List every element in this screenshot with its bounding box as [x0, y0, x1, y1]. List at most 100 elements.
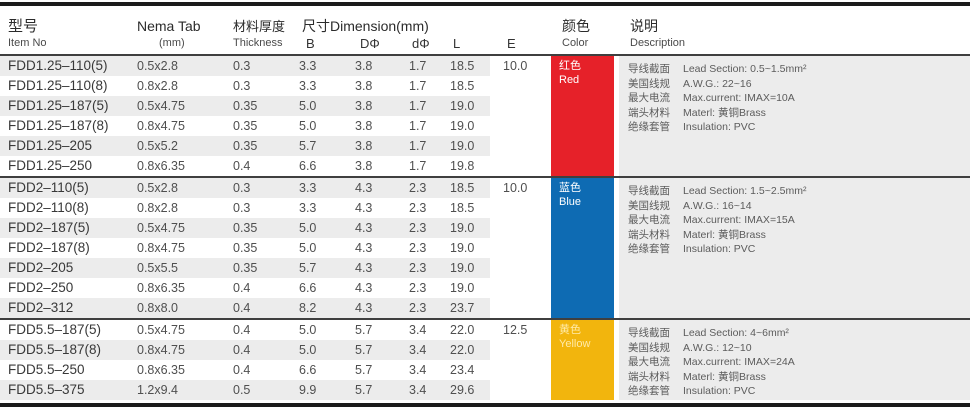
- description-text-en: A.W.G.: 12~10: [683, 341, 752, 354]
- description-label-zh: 美国线规: [628, 199, 670, 212]
- color-label-en: Blue: [559, 195, 582, 208]
- cell-dim-d-large: 3.8: [355, 119, 373, 133]
- table-row: FDD2–110(5) 0.5x2.8 0.3 3.3 4.3 2.3 18.5…: [0, 178, 540, 198]
- description-label-zh: 最大电流: [628, 92, 670, 105]
- table-row: FDD2–110(8) 0.8x2.8 0.3 3.3 4.3 2.3 18.5: [0, 198, 540, 218]
- cell-dim-d-small: 1.7: [409, 79, 427, 93]
- cell-thickness: 0.5: [226, 380, 292, 400]
- col-header-color-en: Color: [562, 37, 589, 49]
- cell-dim-b: 5.0: [299, 323, 317, 337]
- cell-dim-e: [490, 298, 540, 318]
- cell-item-no: FDD2–312: [0, 298, 130, 318]
- cell-item-no: FDD1.25–187(8): [8, 118, 109, 133]
- description-line: 美国线规 A.W.G.: 22~16: [628, 77, 970, 92]
- cell-dim-d-large: 3.8: [355, 159, 373, 173]
- col-header-dim-l: L: [453, 36, 461, 51]
- description-line: 导线截面 Lead Section: 1.5~2.5mm²: [628, 184, 970, 199]
- table-row: FDD2–205 0.5x5.5 0.35 5.7 4.3 2.3 19.0: [0, 258, 540, 278]
- cell-item-no: FDD5.5–187(8): [0, 340, 130, 360]
- cell-dim-d-large: 4.3: [348, 218, 402, 238]
- description-line: 导线截面 Lead Section: 4~6mm²: [628, 326, 970, 341]
- description-label-zh: 美国线规: [628, 77, 670, 90]
- cell-thickness: 0.3: [226, 178, 292, 198]
- spec-group: FDD1.25–110(5) 0.5x2.8 0.3 3.3 3.8 1.7 1…: [0, 56, 970, 176]
- cell-dim-l: 19.0: [442, 96, 490, 116]
- cell-dim-l: 18.5: [450, 201, 475, 215]
- description-label-zh: 绝缘套管: [628, 243, 670, 256]
- cell-nema-tab: 0.5x5.5: [130, 258, 226, 278]
- col-header-nema-tab-unit: (mm): [159, 37, 185, 49]
- description-text-en: Insulation: PVC: [683, 385, 756, 398]
- col-header-dim-d-small: dΦ: [412, 36, 430, 51]
- description-text-en: A.W.G.: 16~14: [683, 199, 752, 212]
- description-text-en: Max.current: IMAX=10A: [683, 92, 795, 105]
- cell-dim-e: [490, 360, 540, 380]
- color-swatch: 红色 Red: [551, 56, 614, 176]
- cell-dim-d-large: 5.7: [355, 323, 373, 337]
- col-header-item-no-zh: 型号: [8, 18, 39, 35]
- cell-nema-tab: 0.8x4.75: [137, 119, 185, 133]
- table-row: FDD5.5–250 0.8x6.35 0.4 6.6 5.7 3.4 23.4: [0, 360, 540, 380]
- color-label-zh: 蓝色: [559, 182, 581, 194]
- col-header-thickness: 材料厚度 Thickness: [226, 6, 292, 54]
- col-header-description-en: Description: [630, 37, 686, 49]
- cell-item-no: FDD5.5–187(5): [8, 322, 102, 337]
- cell-dim-d-small: 1.7: [409, 119, 427, 133]
- description-line: 绝缘套管 Insulation: PVC: [628, 120, 970, 135]
- col-header-nema-tab: Nema Tab (mm): [130, 6, 226, 54]
- color-label-en: Red: [559, 73, 580, 86]
- table-body: FDD1.25–110(5) 0.5x2.8 0.3 3.3 3.8 1.7 1…: [0, 56, 970, 400]
- cell-dim-l: 22.0: [442, 340, 490, 360]
- description-line: 美国线规 A.W.G.: 12~10: [628, 341, 970, 356]
- description-label-zh: 最大电流: [628, 356, 670, 369]
- cell-dim-d-small: 1.7: [402, 56, 442, 76]
- col-header-nema-tab-label: Nema Tab: [137, 18, 201, 34]
- col-header-dim-b: B: [306, 36, 315, 51]
- description-label-zh: 端头材料: [628, 370, 670, 383]
- cell-item-no: FDD5.5–375: [0, 380, 130, 400]
- cell-thickness: 0.3: [233, 79, 251, 93]
- col-header-description: 说明 Description: [625, 6, 970, 54]
- cell-dim-l: 23.7: [442, 298, 490, 318]
- table-row: FDD2–187(8) 0.8x4.75 0.35 5.0 4.3 2.3 19…: [0, 238, 540, 258]
- description-text-en: Lead Section: 1.5~2.5mm²: [683, 185, 807, 197]
- description-line: 最大电流 Max.current: IMAX=24A: [628, 355, 970, 370]
- color-swatch: 蓝色 Blue: [551, 178, 614, 318]
- cell-dim-b: 6.6: [299, 363, 317, 377]
- description-line: 端头材料 Materl: 黄铜Brass: [628, 228, 970, 243]
- cell-dim-b: 9.9: [292, 380, 348, 400]
- col-header-dimension-subcols: B DΦ dΦ L: [292, 36, 490, 51]
- description-label-zh: 端头材料: [628, 106, 670, 119]
- description-label-zh: 端头材料: [628, 228, 670, 241]
- cell-dim-d-small: 2.3: [409, 201, 427, 215]
- cell-dim-b: 5.7: [292, 136, 348, 156]
- description-text-en: Insulation: PVC: [683, 121, 756, 134]
- cell-thickness: 0.35: [226, 258, 292, 278]
- cell-nema-tab: 0.8x6.35: [137, 281, 185, 295]
- description-text-en: Lead Section: 4~6mm²: [683, 327, 789, 339]
- cell-thickness: 0.4: [233, 159, 251, 173]
- cell-dim-e: [490, 218, 540, 238]
- cell-dim-d-large: 4.3: [348, 178, 402, 198]
- description-label-zh: 导线截面: [628, 185, 670, 197]
- cell-dim-b: 6.6: [299, 281, 317, 295]
- color-label-zh: 红色: [559, 60, 581, 72]
- description-label-zh: 绝缘套管: [628, 121, 670, 134]
- cell-dim-e: [490, 76, 540, 96]
- cell-dim-e: [490, 136, 540, 156]
- cell-nema-tab: 0.5x5.2: [130, 136, 226, 156]
- cell-thickness: 0.35: [226, 136, 292, 156]
- cell-thickness: 0.3: [233, 201, 251, 215]
- description-line: 端头材料 Materl: 黄铜Brass: [628, 106, 970, 121]
- cell-dim-e: [490, 278, 540, 298]
- cell-nema-tab: 0.5x4.75: [137, 323, 185, 337]
- cell-dim-b: 5.7: [292, 258, 348, 278]
- description-label-zh: 最大电流: [628, 214, 670, 227]
- bottom-border-bar: [0, 403, 970, 407]
- cell-dim-l: 19.0: [450, 241, 475, 255]
- cell-dim-d-small: 3.4: [409, 363, 427, 377]
- cell-dim-b: 5.0: [292, 218, 348, 238]
- description-label-zh: 导线截面: [628, 63, 670, 75]
- cell-dim-d-small: 1.7: [402, 136, 442, 156]
- cell-dim-d-large: 3.8: [348, 136, 402, 156]
